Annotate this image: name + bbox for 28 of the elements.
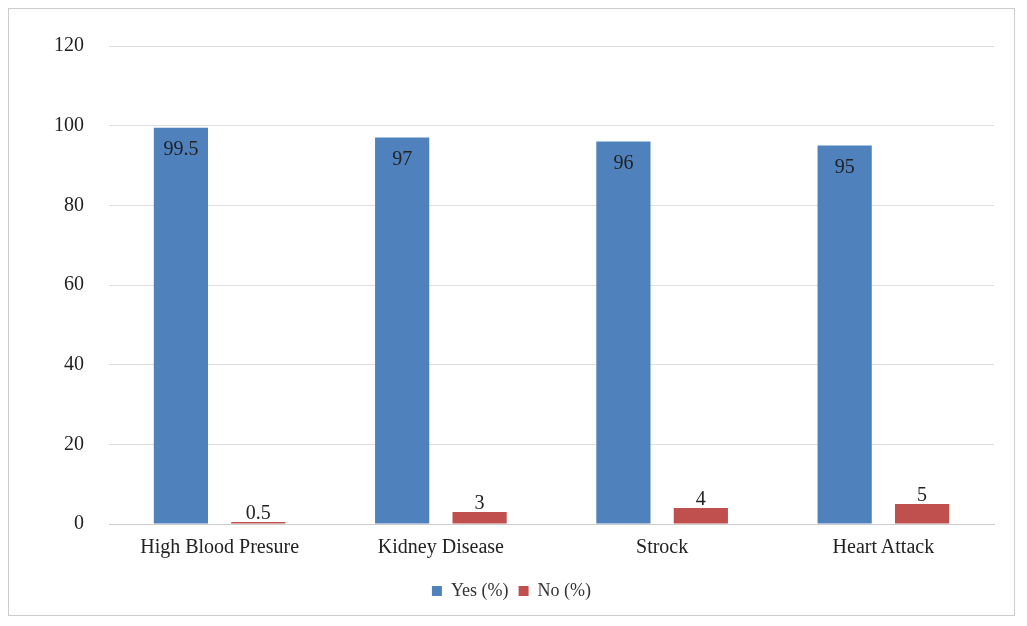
data-label: 3 (474, 491, 485, 514)
data-label: 5 (917, 483, 928, 506)
bar (817, 145, 872, 524)
x-tick-label: High Blood Presure (140, 535, 300, 559)
y-tick-label: 80 (64, 192, 84, 215)
bar (153, 127, 209, 524)
data-label: 97 (392, 146, 413, 169)
y-tick-label: 40 (64, 351, 84, 374)
bar (452, 512, 507, 524)
data-label: 4 (695, 487, 706, 510)
legend-label: Yes (%) (450, 579, 509, 601)
bar (375, 137, 430, 524)
data-label: 95 (834, 154, 855, 177)
data-label: 0.5 (245, 501, 271, 524)
bar (673, 508, 728, 524)
bar (894, 504, 950, 524)
y-tick-label: 100 (54, 112, 84, 135)
y-tick-label: 120 (54, 33, 84, 56)
legend-label: No (%) (537, 579, 592, 601)
x-tick-label: Strock (636, 535, 689, 558)
bar (596, 141, 651, 524)
x-tick-label: Kidney Disease (377, 535, 505, 559)
y-tick-label: 20 (64, 431, 84, 454)
x-tick-label: Heart Attack (832, 535, 935, 558)
data-label: 99.5 (163, 136, 199, 159)
data-label: 96 (613, 150, 634, 173)
y-tick-label: 60 (64, 272, 84, 295)
y-tick-label: 0 (74, 511, 84, 534)
